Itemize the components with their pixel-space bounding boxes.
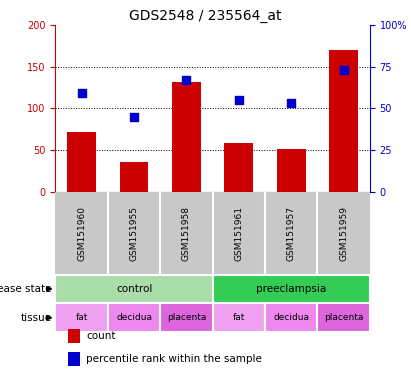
Point xyxy=(131,114,137,120)
Point xyxy=(288,100,295,106)
Text: placenta: placenta xyxy=(324,313,363,322)
Bar xyxy=(108,303,160,332)
Text: percentile rank within the sample: percentile rank within the sample xyxy=(86,354,262,364)
Text: GSM151960: GSM151960 xyxy=(77,206,86,261)
Bar xyxy=(265,303,318,332)
Text: GSM151961: GSM151961 xyxy=(234,206,243,261)
Text: decidua: decidua xyxy=(273,313,309,322)
Text: placenta: placenta xyxy=(167,313,206,322)
Text: GSM151955: GSM151955 xyxy=(129,206,139,261)
Text: control: control xyxy=(116,284,152,294)
Text: preeclampsia: preeclampsia xyxy=(256,284,326,294)
Text: fat: fat xyxy=(233,313,245,322)
Bar xyxy=(160,303,213,332)
Bar xyxy=(172,82,201,192)
Bar xyxy=(55,303,108,332)
Text: GSM151958: GSM151958 xyxy=(182,206,191,261)
Text: GSM151957: GSM151957 xyxy=(287,206,296,261)
Point xyxy=(183,77,190,83)
Bar xyxy=(329,50,358,192)
Text: decidua: decidua xyxy=(116,313,152,322)
Bar xyxy=(120,162,148,192)
Text: GSM151959: GSM151959 xyxy=(339,206,348,261)
Bar xyxy=(224,143,253,192)
Point xyxy=(79,90,85,96)
Point xyxy=(340,67,347,73)
Bar xyxy=(318,303,370,332)
Bar xyxy=(55,275,213,303)
Text: fat: fat xyxy=(76,313,88,322)
Bar xyxy=(213,303,265,332)
Text: tissue: tissue xyxy=(20,313,51,323)
Text: count: count xyxy=(86,331,116,341)
Bar xyxy=(67,132,96,192)
Bar xyxy=(213,275,370,303)
Bar xyxy=(277,149,306,192)
Point xyxy=(236,97,242,103)
Text: disease state: disease state xyxy=(0,284,51,294)
Text: GDS2548 / 235564_at: GDS2548 / 235564_at xyxy=(129,9,282,23)
